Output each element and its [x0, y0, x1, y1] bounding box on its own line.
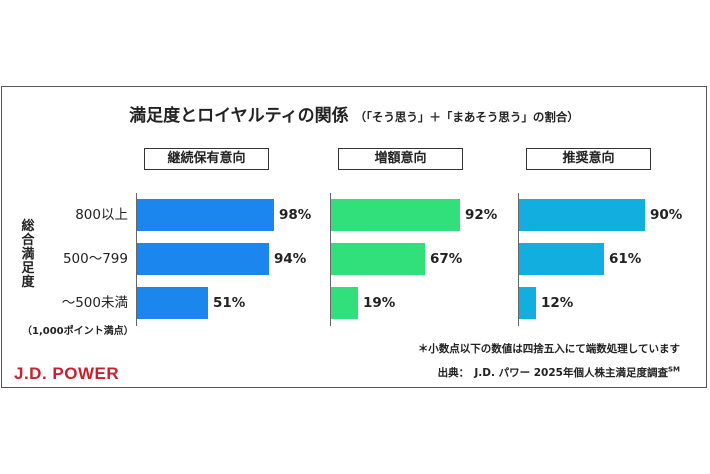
bar: [519, 199, 645, 231]
bar-value-label: 19%: [363, 295, 396, 311]
source-text: 出典： J.D. パワー 2025年個人株主満足度調査: [437, 367, 668, 379]
y-axis-note: （1,000ポイント満点）: [22, 326, 134, 337]
category-label: 500～799: [62, 251, 128, 267]
panel-axis-line: [518, 193, 519, 326]
bar: [137, 199, 274, 231]
category-label: ～500未満: [61, 295, 128, 311]
bar-value-label: 61%: [609, 251, 642, 267]
bar: [519, 243, 604, 275]
bar-value-label: 90%: [650, 207, 683, 223]
chart-title-row: 満足度とロイヤルティの関係 （「そう思う」＋「まあそう思う」の割合）: [2, 101, 706, 126]
y-axis-title: 総合満足度: [21, 219, 35, 290]
footnote: ＊小数点以下の数値は四捨五入にて端数処理しています: [417, 343, 680, 355]
source-mark: SM: [667, 365, 680, 374]
panel-axis-line: [136, 193, 137, 326]
source-line: 出典： J.D. パワー 2025年個人株主満足度調査SM: [438, 365, 680, 380]
chart-title: 満足度とロイヤルティの関係: [129, 106, 349, 126]
bar: [519, 287, 536, 319]
bar-value-label: 98%: [279, 207, 312, 223]
bar-value-label: 94%: [274, 251, 307, 267]
bar: [331, 243, 425, 275]
bar-value-label: 51%: [213, 295, 246, 311]
bar: [137, 287, 208, 319]
bar: [331, 287, 358, 319]
bar-value-label: 12%: [541, 295, 574, 311]
bar: [137, 243, 269, 275]
category-label: 800以上: [75, 207, 128, 223]
series-header: 増額意向: [338, 148, 463, 170]
series-header: 推奨意向: [526, 148, 651, 170]
chart-frame: 満足度とロイヤルティの関係 （「そう思う」＋「まあそう思う」の割合） 総合満足度 …: [1, 86, 707, 388]
bar-value-label: 92%: [465, 207, 498, 223]
bar: [331, 199, 460, 231]
jd-power-logo: J.D. POWER: [14, 364, 120, 383]
series-header: 継続保有意向: [144, 148, 269, 170]
chart-subtitle: （「そう思う」＋「まあそう思う」の割合）: [354, 110, 579, 124]
panel-axis-line: [330, 193, 331, 326]
bar-value-label: 67%: [430, 251, 463, 267]
